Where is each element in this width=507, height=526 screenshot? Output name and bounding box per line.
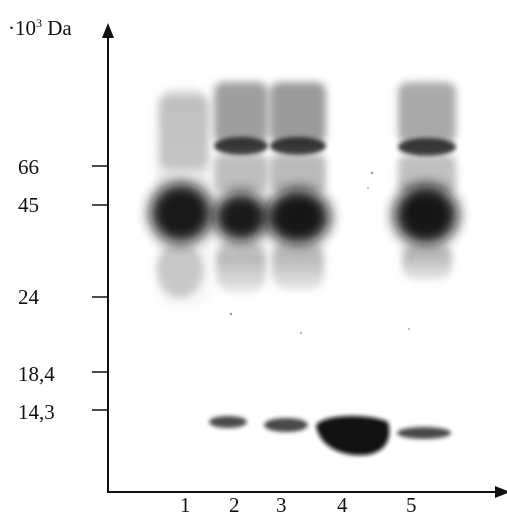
lane-1: [150, 88, 212, 308]
y-axis-unit-label: ·103 Da: [8, 17, 72, 39]
lane-3-band-66: [270, 137, 326, 155]
lane-2: [209, 82, 268, 428]
lane-3-mid-smear: [270, 154, 326, 192]
marker-label-66: 66: [18, 155, 39, 179]
y-axis-unit-exponent: 3: [36, 16, 42, 30]
y-axis-unit-prefix: ·10: [8, 16, 36, 40]
lane-5-lower-smear: [402, 242, 452, 280]
lane-5-band-66: [398, 138, 456, 156]
lane-3-upper-smear: [270, 82, 326, 144]
lane-1-upper-smear: [160, 95, 208, 170]
lane-label-1: 1: [180, 493, 191, 517]
lane-5: [394, 82, 458, 439]
lane-label-3: 3: [276, 493, 287, 517]
lane-1-band-45: [150, 183, 212, 243]
lane-5-band-45: [394, 185, 458, 245]
lane-3-band-45: [266, 189, 330, 245]
speck: [229, 312, 233, 316]
marker-label-14-3: 14,3: [18, 400, 55, 424]
x-axis-arrow: [495, 486, 507, 498]
gel-speckles: [229, 312, 411, 335]
lane-2-band-66: [214, 137, 268, 155]
marker-label-18-4: 18,4: [18, 362, 55, 386]
y-axis-unit-suffix: Da: [42, 16, 72, 40]
lane-1-lower-smear: [157, 242, 203, 298]
lane-label-4: 4: [337, 493, 348, 517]
lane-2-lower-smear: [216, 240, 266, 292]
speck: [407, 327, 411, 331]
lane-5-band-small: [397, 427, 451, 439]
lane-label-2: 2: [229, 493, 240, 517]
lane-3-lower-smear: [272, 240, 324, 290]
speck: [299, 331, 303, 335]
marker-label-24: 24: [18, 285, 39, 309]
lane-2-band-45: [214, 192, 268, 242]
lane-2-mid-smear: [214, 154, 268, 192]
lane-4-speck-2: [367, 187, 369, 189]
axes: [92, 23, 507, 498]
lane-4-band-small: [316, 416, 390, 456]
lane-5-upper-smear: [398, 82, 456, 144]
marker-label-45: 45: [18, 193, 39, 217]
lane-5-mid-smear: [398, 155, 456, 193]
lane-2-upper-smear: [214, 82, 268, 144]
lane-4-speck-1: [370, 171, 374, 175]
lane-3: [264, 82, 330, 432]
lane-3-band-small: [264, 418, 308, 432]
lane-label-5: 5: [406, 493, 417, 517]
lane-2-band-small: [209, 416, 247, 428]
y-axis-arrow: [102, 23, 114, 38]
lane-4: [316, 171, 390, 456]
